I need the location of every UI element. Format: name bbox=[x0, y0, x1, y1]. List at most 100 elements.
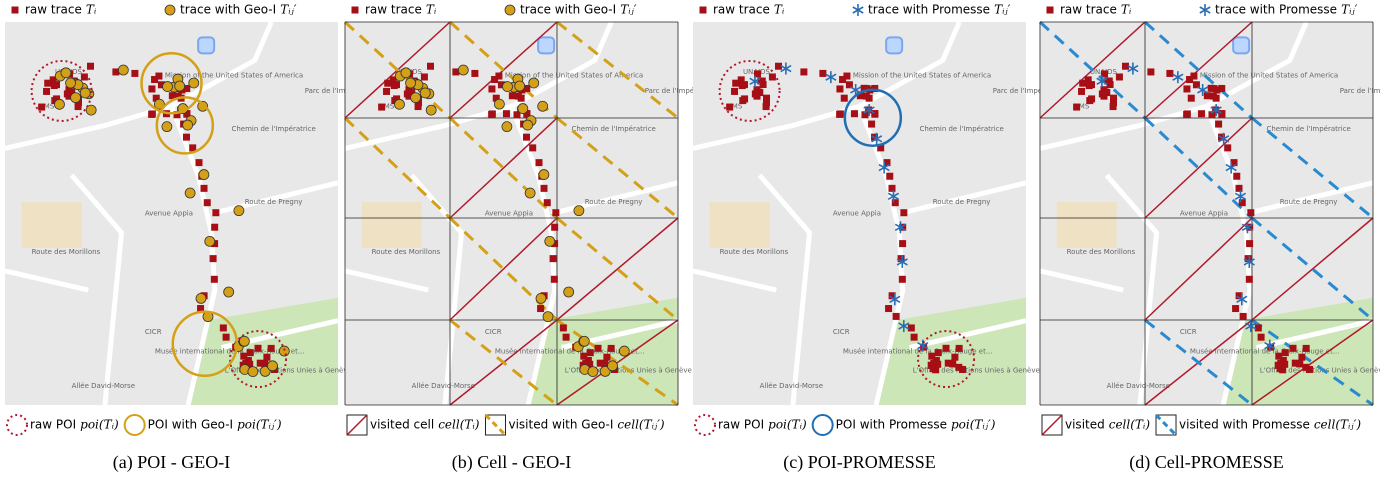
map-label: Mission of the United States of America bbox=[853, 72, 991, 80]
raw-point bbox=[762, 99, 770, 107]
raw-point bbox=[929, 365, 937, 373]
building bbox=[1056, 202, 1117, 248]
promesse-point bbox=[1236, 295, 1248, 303]
raw-point bbox=[1098, 90, 1106, 98]
map-label: OMS bbox=[378, 102, 395, 110]
raw-point bbox=[254, 344, 262, 352]
raw-point bbox=[1197, 110, 1205, 118]
legend-math: Tᵢⱼ′ bbox=[1341, 3, 1358, 17]
geoi-point bbox=[578, 335, 590, 347]
raw-point bbox=[1230, 159, 1238, 167]
raw-point bbox=[955, 363, 963, 371]
raw-point bbox=[242, 359, 250, 367]
road bbox=[1039, 268, 1124, 293]
raw-point bbox=[1104, 77, 1112, 85]
raw-point bbox=[607, 344, 615, 352]
raw-point bbox=[1208, 111, 1216, 119]
map-label: CICR bbox=[485, 328, 502, 336]
raw-point bbox=[523, 84, 531, 92]
raw-point bbox=[757, 77, 765, 85]
caption: (a) POI - GEO-I bbox=[113, 452, 230, 473]
legend-diag bbox=[484, 413, 507, 437]
road bbox=[4, 268, 89, 293]
raw-point bbox=[934, 360, 942, 368]
promesse-point bbox=[1225, 163, 1237, 172]
promesse-point bbox=[1241, 223, 1254, 231]
raw-point bbox=[452, 68, 460, 76]
raw-point bbox=[74, 99, 82, 107]
raw-point bbox=[1084, 76, 1092, 84]
map-label: Parc de l'Impératrice bbox=[993, 87, 1065, 95]
raw-point bbox=[836, 110, 844, 118]
map-label: Mission of the United States of America bbox=[505, 72, 643, 80]
raw-point bbox=[891, 199, 899, 207]
raw-point bbox=[910, 333, 918, 341]
raw-point bbox=[601, 360, 609, 368]
legend-math: Tᵢ bbox=[1121, 3, 1132, 17]
raw-point bbox=[1302, 363, 1310, 371]
raw-point bbox=[1046, 6, 1054, 14]
panel: Mission of the United States of America C… bbox=[692, 3, 1065, 473]
visited-cell-raw bbox=[449, 117, 558, 219]
raw-point bbox=[1218, 110, 1226, 118]
raw-point bbox=[753, 86, 761, 94]
geoi-point bbox=[267, 360, 278, 372]
geoi-point bbox=[65, 77, 76, 89]
promesse-point bbox=[917, 341, 929, 350]
legend-math: poi(Tᵢ) bbox=[80, 418, 119, 432]
map-label: L'Office des Nations Unies à Genève bbox=[1260, 367, 1380, 375]
road bbox=[344, 268, 429, 293]
raw-point bbox=[1100, 86, 1108, 94]
map-label: OMS bbox=[38, 102, 55, 110]
raw-point bbox=[212, 209, 220, 217]
raw-point bbox=[920, 343, 928, 351]
legend-math: Tᵢ bbox=[86, 3, 97, 17]
raw-point bbox=[420, 73, 428, 81]
raw-point bbox=[1101, 70, 1109, 78]
raw-point bbox=[549, 255, 557, 263]
geoi-point bbox=[184, 187, 196, 199]
raw-point bbox=[861, 111, 869, 119]
raw-point bbox=[1291, 359, 1299, 367]
raw-point bbox=[1233, 172, 1241, 180]
geoi-point bbox=[153, 98, 165, 110]
geoi-point bbox=[517, 103, 529, 114]
geoi-point bbox=[493, 98, 505, 110]
map-label: CICR bbox=[833, 328, 850, 336]
raw-point bbox=[840, 94, 848, 102]
obf-poi bbox=[171, 310, 239, 377]
raw-point bbox=[930, 359, 938, 367]
promesse-point bbox=[863, 106, 875, 114]
raw-point bbox=[1109, 103, 1117, 111]
promesse-point bbox=[1199, 6, 1211, 14]
raw-point bbox=[522, 133, 530, 141]
raw-point bbox=[1186, 76, 1194, 84]
raw-point bbox=[414, 103, 422, 111]
map-label: OMS bbox=[726, 102, 743, 110]
pond bbox=[885, 36, 904, 55]
legend-math: cell(Tᵢ) bbox=[1109, 418, 1151, 432]
obf-poi bbox=[155, 96, 215, 155]
raw-point bbox=[559, 324, 567, 332]
raw-point bbox=[200, 184, 208, 192]
raw-point bbox=[1257, 333, 1265, 341]
raw-point bbox=[351, 6, 359, 14]
raw-point bbox=[800, 68, 808, 76]
raw-point bbox=[586, 349, 594, 357]
map-label: Parc de l'Impératrice bbox=[305, 87, 377, 95]
promesse-point bbox=[898, 322, 910, 330]
raw-point bbox=[261, 360, 269, 368]
raw-point bbox=[1281, 360, 1289, 368]
map-label: Allée David-Morse bbox=[760, 382, 823, 390]
raw-point bbox=[508, 92, 516, 100]
road bbox=[409, 173, 465, 406]
raw-point bbox=[1244, 255, 1252, 263]
raw-point bbox=[256, 359, 264, 367]
raw-point bbox=[1246, 240, 1254, 248]
raw-point bbox=[219, 324, 227, 332]
raw-point bbox=[934, 349, 942, 357]
raw-point bbox=[1224, 144, 1232, 152]
visited-cell-obf bbox=[1038, 20, 1147, 120]
legend-math: cell(Tᵢⱼ′) bbox=[1314, 418, 1361, 432]
